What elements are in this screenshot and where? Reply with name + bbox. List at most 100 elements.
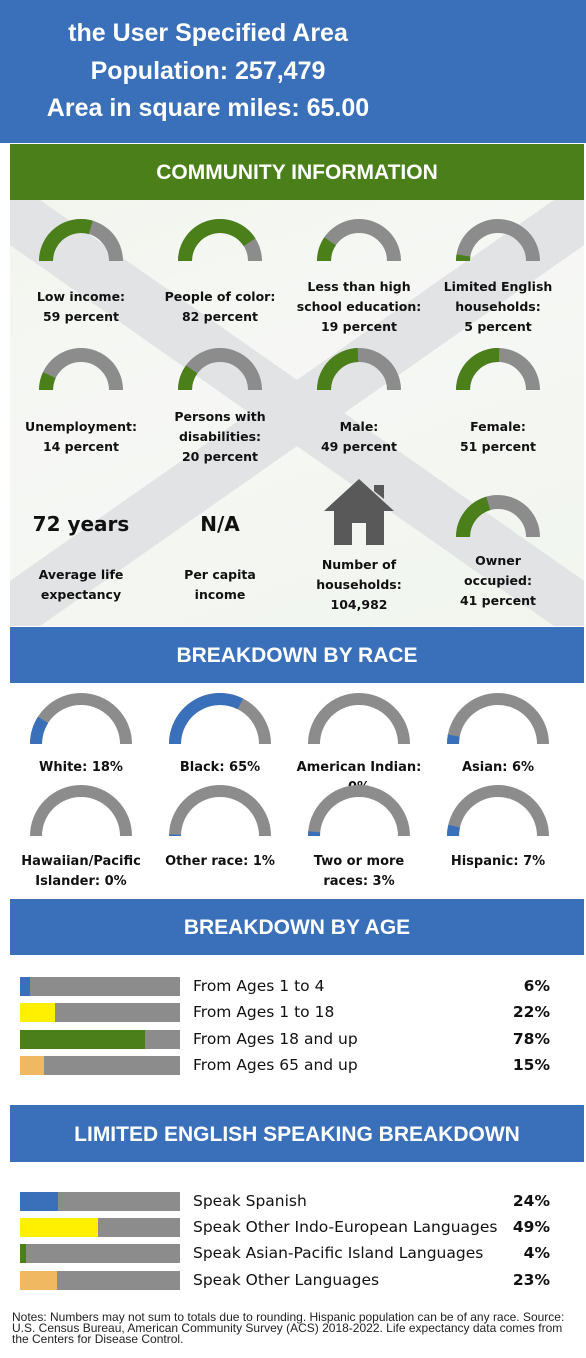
gauge-fill [30, 716, 49, 745]
community-label-line: disabilities: [178, 429, 262, 444]
community-label: Limited English households: 5 percent [430, 277, 566, 337]
age-bar-fill [20, 1056, 44, 1075]
gauge-fill [317, 348, 359, 391]
notes: Notes: Numbers may not sum to totals due… [12, 1310, 565, 1346]
language-bar-fill [20, 1218, 99, 1237]
age-bar [20, 1030, 180, 1049]
community-label-line: Limited English [443, 279, 553, 294]
age-bar-fill [20, 1003, 56, 1022]
age-label: From Ages 65 and up [193, 1056, 358, 1074]
language-bar [20, 1218, 180, 1237]
community-label: Unemployment: 14 percent [13, 417, 149, 457]
language-bar [20, 1192, 180, 1211]
age-label: From Ages 1 to 18 [193, 1003, 335, 1021]
language-label: Speak Spanish [193, 1192, 307, 1210]
race-label: Hispanic: 7% [428, 852, 568, 872]
gauge-fill [456, 496, 491, 538]
life-expectancy-label-line: Average life [38, 567, 124, 582]
report-header: the User Specified Area Population: 257,… [0, 0, 586, 143]
community-label: Persons with disabilities: 20 percent [152, 407, 288, 467]
community-label-line: 14 percent [42, 439, 120, 454]
race-label-line: Islander: 0% [35, 874, 127, 889]
race-label-line: Black: 65% [179, 760, 261, 775]
language-percent: 4% [523, 1244, 550, 1262]
life-expectancy-label-line: expectancy [40, 587, 122, 602]
area-size: Area in square miles: 65.00 [46, 94, 370, 122]
community-label-line: Unemployment: [25, 419, 137, 434]
gauge-track [39, 348, 123, 391]
gauge-fill [169, 693, 244, 745]
owner-occupied-gauge [456, 495, 540, 538]
gauge-track [30, 693, 132, 745]
language-label: Speak Other Languages [193, 1271, 380, 1289]
race-label: White: 18% [11, 758, 151, 778]
gauge-fill [447, 734, 460, 745]
community-gauge [317, 219, 401, 262]
per-capita-label-line: income [194, 587, 246, 602]
per-capita-label: Per capita income [152, 565, 288, 605]
race-label-line: Two or more [313, 854, 405, 869]
gauge-track [317, 219, 401, 262]
gauge-track [30, 785, 132, 837]
language-percent: 24% [512, 1192, 550, 1210]
race-label: Other race: 1% [150, 852, 290, 872]
language-percent: 23% [512, 1271, 550, 1289]
community-label-line: 5 percent [464, 319, 532, 334]
race-title: BREAKDOWN BY RACE [10, 627, 584, 683]
race-gauge [447, 693, 549, 745]
age-bar-fill [20, 1030, 145, 1049]
age-bar [20, 977, 180, 996]
community-title: COMMUNITY INFORMATION [10, 144, 584, 200]
age-bar [20, 1003, 180, 1022]
community-label: Less than high school education: 19 percen… [291, 277, 427, 337]
gauge-track [308, 785, 410, 837]
race-gauge [30, 693, 132, 745]
community-label: Low income: 59 percent [13, 287, 149, 327]
households-label-line: Number of [321, 557, 397, 572]
language-bar-fill [20, 1244, 27, 1263]
life-expectancy-label: Average life expectancy [13, 565, 149, 605]
community-gauge [39, 348, 123, 391]
race-label-line: Other race: 1% [165, 854, 275, 869]
race-label-line: White: 18% [39, 760, 123, 775]
race-gauge [446, 785, 549, 837]
age-bar-fill [20, 977, 30, 996]
community-label-line: 59 percent [42, 309, 120, 324]
households-label: Number of households: 104,982 [291, 555, 427, 615]
age-percent: 22% [512, 1003, 550, 1021]
gauge-track [456, 219, 540, 262]
language-bar-fill [20, 1271, 57, 1290]
race-gauge [30, 785, 132, 837]
households-label-line: households: [316, 577, 402, 592]
owner-occupied-label-line: occupied: [464, 573, 532, 588]
race-label-line: Hispanic: 7% [450, 854, 546, 869]
house-icon [324, 479, 394, 545]
age-bar [20, 1056, 180, 1075]
community-gauge [455, 219, 540, 262]
language-bar-fill [20, 1192, 59, 1211]
race-label: Asian: 6% [428, 758, 568, 778]
community-label-line: 51 percent [459, 439, 537, 454]
gauge-fill [446, 824, 460, 837]
race-gauge [308, 693, 410, 745]
community-label: People of color: 82 percent [152, 287, 288, 327]
gauge-track [308, 693, 410, 745]
area-name: the User Specified Area [68, 19, 348, 47]
community-gauge [178, 348, 262, 391]
language-percent: 49% [512, 1218, 550, 1236]
race-gauge [169, 693, 271, 745]
gauge-track [447, 785, 549, 837]
language-label: Speak Asian-Pacific Island Languages [193, 1244, 484, 1262]
community-label-line: 20 percent [181, 449, 259, 464]
community-gauge [317, 348, 401, 391]
community-label-line: households: [455, 299, 541, 314]
age-label: From Ages 1 to 4 [193, 977, 325, 995]
community-label: Male: 49 percent [291, 417, 427, 457]
language-bar [20, 1244, 180, 1263]
gauge-fill [39, 219, 93, 262]
gauge-track [169, 785, 271, 837]
age-label: From Ages 18 and up [193, 1030, 358, 1048]
gauge-track [447, 693, 549, 745]
race-gauge [308, 785, 410, 837]
race-label-line: Hawaiian/Pacific [21, 854, 141, 869]
